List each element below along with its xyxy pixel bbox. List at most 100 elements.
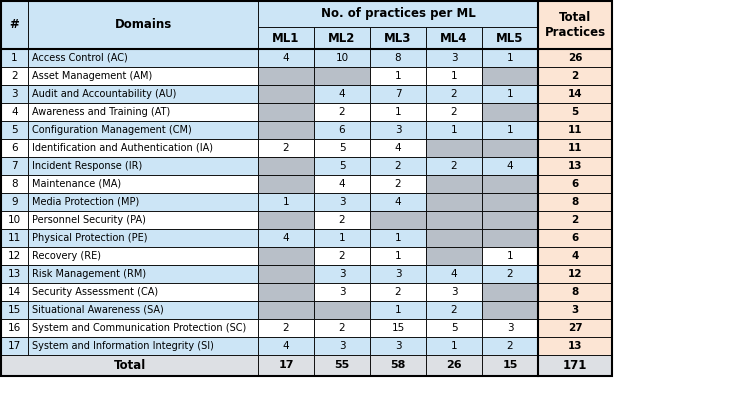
Bar: [314, 247, 370, 265]
Text: 15: 15: [392, 323, 404, 333]
Bar: [1, 175, 28, 193]
Text: 1: 1: [395, 251, 401, 261]
Text: 4: 4: [283, 53, 290, 63]
Bar: [314, 211, 370, 229]
Text: 1: 1: [451, 125, 457, 135]
Text: No. of practices per ML: No. of practices per ML: [321, 8, 476, 20]
Text: ML4: ML4: [440, 32, 468, 45]
Bar: [426, 157, 482, 175]
Text: 3: 3: [451, 53, 457, 63]
Text: 5: 5: [339, 161, 345, 171]
Text: 4: 4: [11, 107, 18, 117]
Text: 3: 3: [395, 125, 401, 135]
Text: 12: 12: [568, 269, 582, 279]
Text: 2: 2: [451, 89, 457, 99]
Text: 6: 6: [572, 233, 578, 243]
Text: 26: 26: [446, 360, 462, 371]
Bar: [370, 49, 426, 67]
Text: 13: 13: [568, 341, 582, 351]
Bar: [426, 27, 482, 49]
Bar: [28, 229, 258, 247]
Bar: [28, 139, 258, 157]
Text: Asset Management (AM): Asset Management (AM): [32, 71, 152, 81]
Text: 5: 5: [572, 107, 578, 117]
Bar: [482, 175, 538, 193]
Text: 3: 3: [451, 287, 457, 297]
Bar: [538, 355, 612, 376]
Text: 4: 4: [339, 89, 345, 99]
Bar: [1, 1, 28, 49]
Bar: [538, 175, 612, 193]
Bar: [538, 319, 612, 337]
Text: 2: 2: [339, 215, 345, 225]
Bar: [538, 121, 612, 139]
Text: 2: 2: [395, 287, 401, 297]
Text: 3: 3: [11, 89, 18, 99]
Bar: [538, 283, 612, 301]
Text: 58: 58: [390, 360, 406, 371]
Text: Identification and Authentication (IA): Identification and Authentication (IA): [32, 143, 213, 153]
Text: Physical Protection (PE): Physical Protection (PE): [32, 233, 147, 243]
Text: ML1: ML1: [272, 32, 299, 45]
Bar: [314, 139, 370, 157]
Bar: [1, 121, 28, 139]
Bar: [28, 283, 258, 301]
Bar: [482, 49, 538, 67]
Bar: [538, 229, 612, 247]
Text: 9: 9: [11, 197, 18, 207]
Text: 17: 17: [8, 341, 21, 351]
Bar: [314, 103, 370, 121]
Bar: [482, 211, 538, 229]
Bar: [538, 157, 612, 175]
Bar: [314, 27, 370, 49]
Bar: [426, 121, 482, 139]
Bar: [1, 337, 28, 355]
Bar: [28, 175, 258, 193]
Bar: [314, 229, 370, 247]
Bar: [426, 85, 482, 103]
Text: 2: 2: [283, 323, 290, 333]
Text: ML2: ML2: [328, 32, 355, 45]
Bar: [370, 265, 426, 283]
Bar: [314, 319, 370, 337]
Bar: [482, 157, 538, 175]
Bar: [1, 355, 258, 376]
Text: 8: 8: [572, 197, 578, 207]
Text: Recovery (RE): Recovery (RE): [32, 251, 101, 261]
Text: 1: 1: [395, 71, 401, 81]
Bar: [314, 283, 370, 301]
Text: 3: 3: [339, 341, 345, 351]
Bar: [370, 193, 426, 211]
Bar: [482, 229, 538, 247]
Text: 27: 27: [568, 323, 582, 333]
Bar: [370, 283, 426, 301]
Text: Awareness and Training (AT): Awareness and Training (AT): [32, 107, 170, 117]
Text: 2: 2: [339, 107, 345, 117]
Text: 5: 5: [451, 323, 457, 333]
Text: 13: 13: [8, 269, 21, 279]
Bar: [370, 355, 426, 376]
Bar: [314, 355, 370, 376]
Bar: [426, 355, 482, 376]
Text: Access Control (AC): Access Control (AC): [32, 53, 128, 63]
Bar: [314, 121, 370, 139]
Text: ML5: ML5: [496, 32, 524, 45]
Bar: [482, 355, 538, 376]
Bar: [1, 103, 28, 121]
Text: 3: 3: [572, 305, 578, 315]
Bar: [426, 49, 482, 67]
Text: 1: 1: [451, 71, 457, 81]
Bar: [538, 301, 612, 319]
Text: 2: 2: [395, 179, 401, 189]
Bar: [370, 319, 426, 337]
Text: Maintenance (MA): Maintenance (MA): [32, 179, 121, 189]
Bar: [370, 247, 426, 265]
Bar: [538, 103, 612, 121]
Text: 1: 1: [339, 233, 345, 243]
Text: 8: 8: [572, 287, 578, 297]
Bar: [538, 337, 612, 355]
Bar: [482, 121, 538, 139]
Bar: [370, 139, 426, 157]
Text: 6: 6: [11, 143, 18, 153]
Bar: [258, 85, 314, 103]
